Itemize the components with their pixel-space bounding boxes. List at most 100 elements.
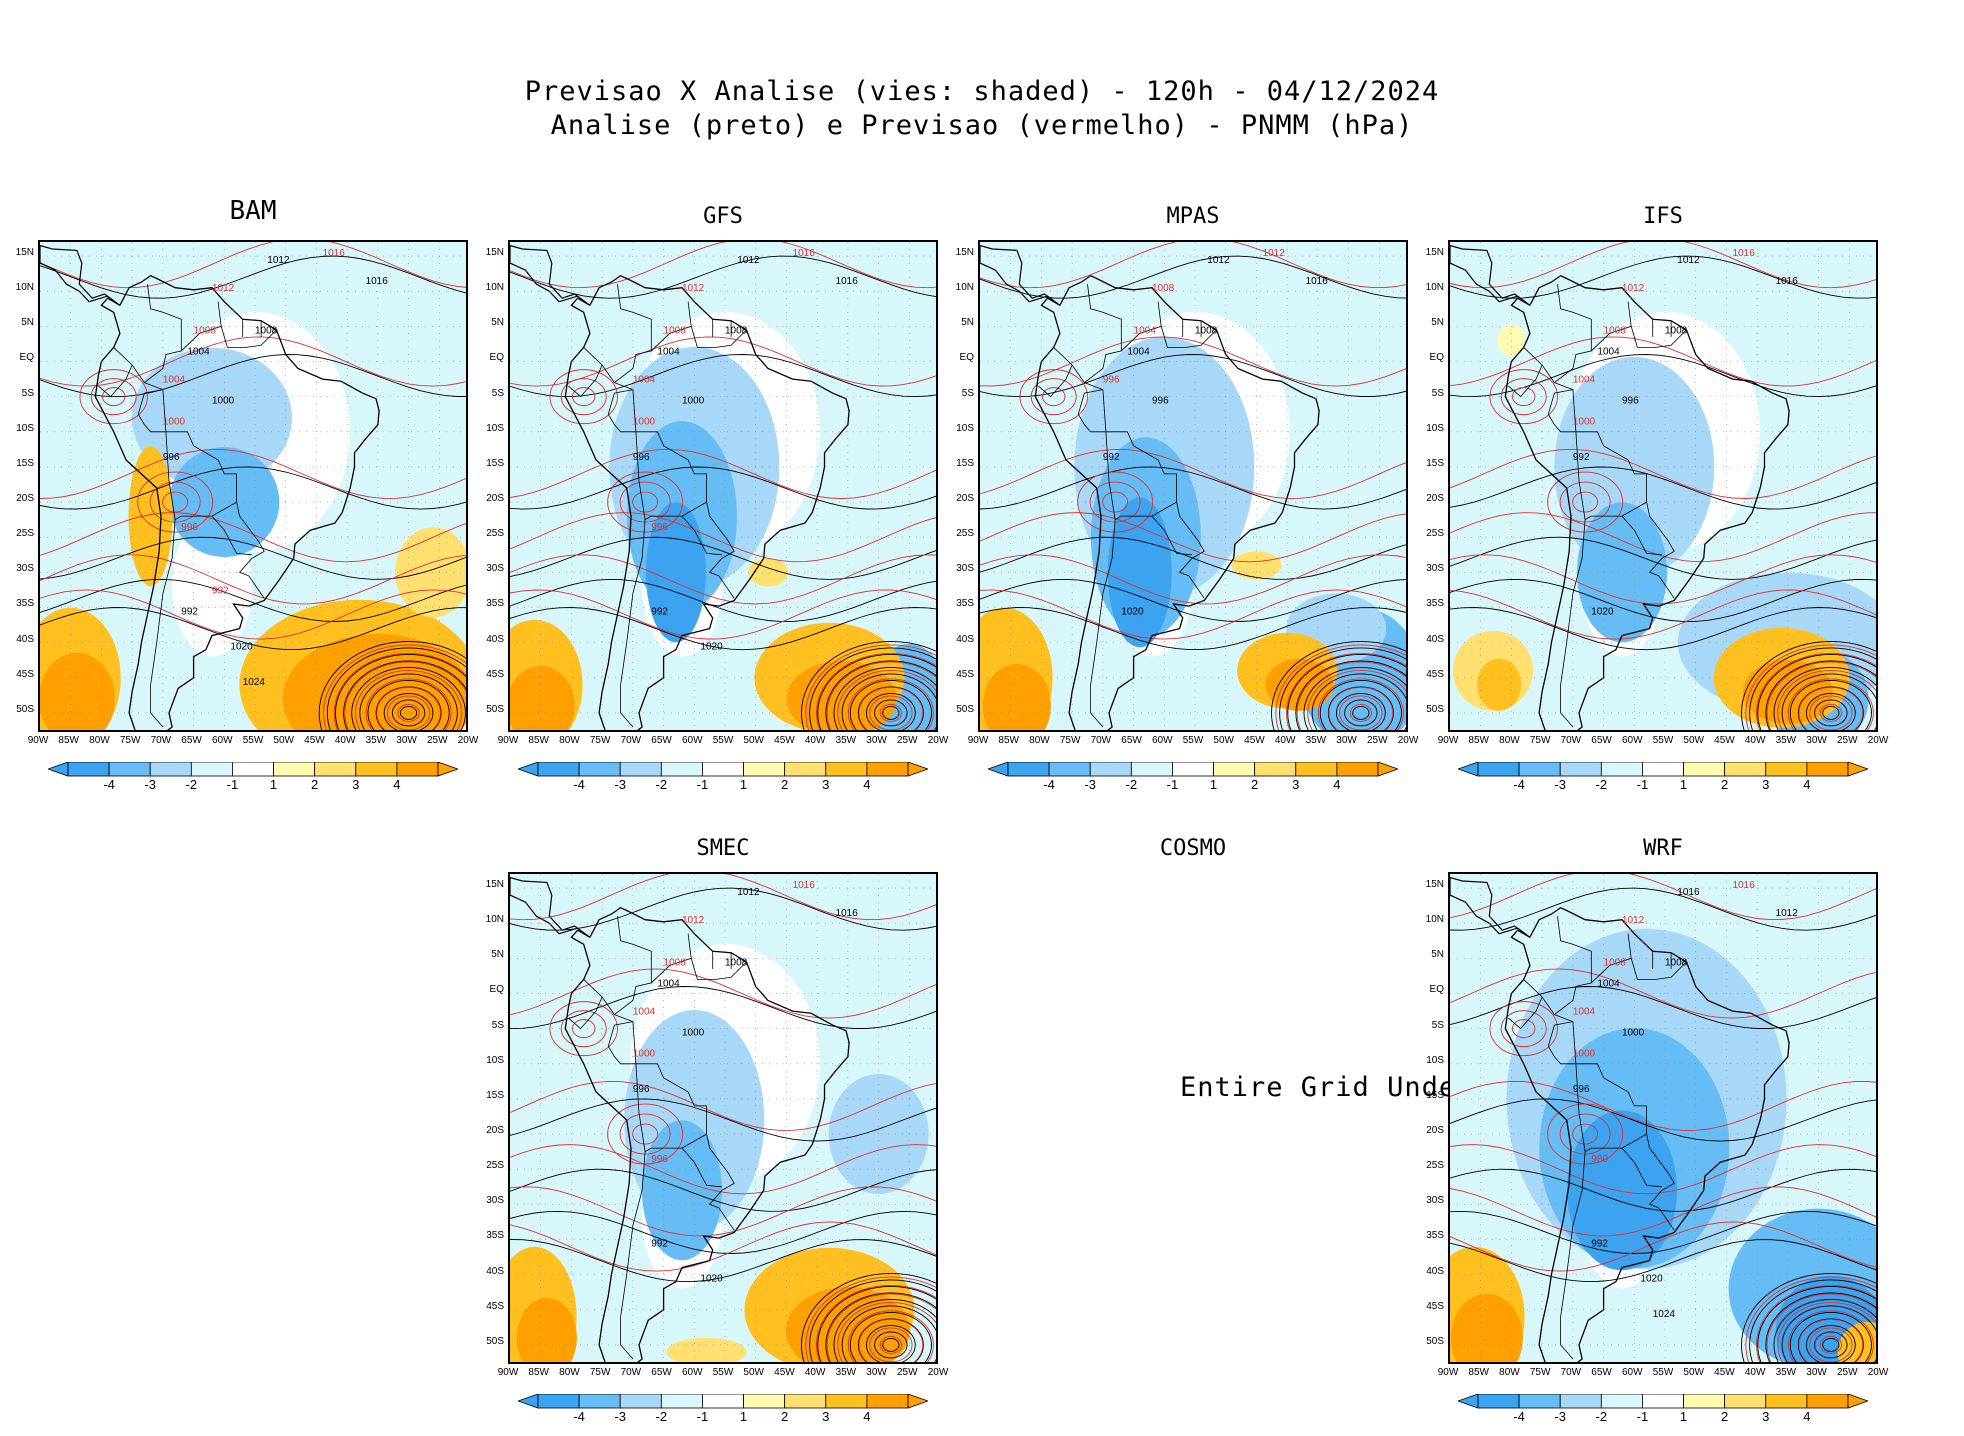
- south-america-coastline: [564, 274, 850, 730]
- analysis-isobar-label: 1016: [836, 908, 859, 919]
- bias-colorbar: [986, 761, 1400, 782]
- longitude-tick-label: 50W: [743, 1367, 764, 1378]
- forecast-isobar: [365, 678, 452, 730]
- forecast-isobar: [837, 1301, 936, 1362]
- positive-bias-shading: [395, 527, 466, 618]
- forecast-isobar: [847, 1310, 934, 1362]
- latitude-tick-label: 30S: [1426, 563, 1444, 575]
- colorbar-tick-label: -2: [655, 777, 668, 792]
- colorbar-segment: [1213, 761, 1256, 777]
- colorbar-segment: [743, 1393, 786, 1409]
- colorbar-tick-label: 2: [311, 777, 319, 792]
- analysis-isobar: [801, 640, 936, 730]
- panel-title-cosmo: COSMO: [1159, 836, 1227, 861]
- analysis-isobar-label: 1004: [1127, 346, 1150, 357]
- forecast-isobar: [79, 369, 148, 425]
- latitude-tick-label: 25S: [956, 528, 974, 540]
- forecast-isobar-label: 1008: [664, 325, 687, 336]
- analysis-isobar: [1450, 1168, 1876, 1212]
- forecast-isobar: [40, 242, 466, 289]
- forecast-isobar: [1766, 661, 1876, 730]
- colorbar-segment: [1172, 761, 1214, 777]
- longitude-tick-label: 70W: [1560, 1367, 1582, 1378]
- colorbar-segment: [1765, 1393, 1808, 1409]
- analysis-isobar: [980, 255, 1406, 299]
- latitude-tick-label: 15N: [1425, 879, 1444, 891]
- analysis-isobar: [817, 1285, 936, 1362]
- longitude-tick-label: 85W: [58, 735, 79, 746]
- latitude-tick-label: 30S: [486, 1195, 504, 1207]
- longitude-tick-label: 35W: [1775, 1367, 1797, 1378]
- latitude-tick-label: 5N: [1431, 317, 1444, 329]
- longitude-tick-label: 20W: [1867, 1367, 1889, 1378]
- colorbar-segment: [866, 1393, 909, 1409]
- analysis-isobar: [40, 354, 466, 398]
- longitude-tick-label: 20W: [1397, 735, 1419, 746]
- analysis-isobar-label: 1008: [255, 325, 278, 336]
- negative-bias-shading: [828, 1074, 929, 1195]
- negative-bias-shading: [1577, 502, 1667, 643]
- analysis-isobar-label: 1000: [212, 396, 235, 407]
- forecast-isobar: [1450, 1144, 1876, 1195]
- analysis-isobar: [1765, 660, 1876, 730]
- south-america-coastline: [1034, 274, 1320, 730]
- latitude-tick-label: 10S: [1426, 1054, 1444, 1066]
- country-border: [181, 301, 222, 352]
- analysis-isobar-label: 1008: [725, 325, 748, 336]
- latitude-tick-label: 5S: [1431, 387, 1444, 399]
- colorbar-segment: [1518, 1393, 1561, 1409]
- latitude-tick-label: 40S: [16, 633, 34, 645]
- analysis-isobar: [1450, 887, 1876, 931]
- colorbar-tick-label: 2: [1721, 777, 1729, 792]
- colorbar-tick-label: -4: [573, 777, 585, 792]
- forecast-isobar: [40, 448, 466, 499]
- latitude-tick-label: 15N: [955, 247, 974, 259]
- forecast-isobar: [1787, 1310, 1874, 1362]
- longitude-tick-label: 90W: [1437, 1367, 1459, 1378]
- analysis-isobar: [801, 1272, 936, 1362]
- longitude-tick-label: 50W: [743, 735, 764, 746]
- country-border: [1084, 382, 1205, 599]
- colorbar-segment: [355, 761, 398, 777]
- analysis-isobar: [809, 1279, 936, 1362]
- analysis-isobar: [1806, 1324, 1856, 1362]
- longitude-tick-label: 30W: [866, 1367, 887, 1378]
- colorbar-segment: [1559, 1393, 1602, 1409]
- latitude-tick-label: 35S: [1426, 598, 1444, 610]
- country-border: [1554, 1014, 1675, 1231]
- longitude-tick-label: 55W: [712, 735, 734, 746]
- forecast-isobar: [980, 448, 1406, 499]
- longitude-tick-label: 75W: [1059, 735, 1081, 746]
- forecast-isobar-label: 1000: [163, 417, 186, 428]
- forecast-isobar: [510, 1080, 936, 1131]
- colorbar-tick-label: 3: [1762, 777, 1770, 792]
- latitude-tick-label: EQ: [19, 352, 34, 364]
- colorbar-segment: [660, 761, 703, 777]
- chart-title-line-1: Previsao X Analise (vies: shaded) - 120h…: [524, 76, 1440, 107]
- analysis-isobar: [367, 679, 450, 730]
- analysis-isobar-label: 1016: [1776, 276, 1799, 287]
- latitude-tick-label: 50S: [1426, 1335, 1444, 1347]
- analysis-isobar-label: 1024: [1653, 1309, 1676, 1320]
- forecast-isobar: [1798, 686, 1864, 730]
- forecast-isobar: [632, 1123, 659, 1145]
- bias-colorbar: [1456, 761, 1870, 782]
- forecast-isobar: [1450, 589, 1876, 640]
- forecast-isobar-label: 1008: [1152, 283, 1175, 294]
- latitude-tick-label: EQ: [489, 984, 504, 996]
- analysis-isobar-label: 992: [181, 607, 198, 618]
- country-border: [614, 916, 652, 1015]
- colorbar-segment: [1048, 761, 1091, 777]
- colorbar-tick-label: -1: [1636, 777, 1649, 792]
- forecast-isobar: [1450, 1221, 1876, 1272]
- colorbar-tick-label: 1: [1209, 777, 1218, 792]
- forecast-isobar: [980, 336, 1406, 387]
- analysis-isobar-label: 996: [633, 1084, 650, 1095]
- colorbar-segment: [1295, 761, 1338, 777]
- south-america-coastline: [94, 274, 380, 730]
- country-border: [113, 347, 145, 383]
- analysis-isobar-label: 1016: [366, 276, 389, 287]
- analysis-isobar-label: 996: [163, 452, 180, 463]
- positive-bias-shading: [1231, 551, 1282, 580]
- country-border: [635, 1063, 707, 1153]
